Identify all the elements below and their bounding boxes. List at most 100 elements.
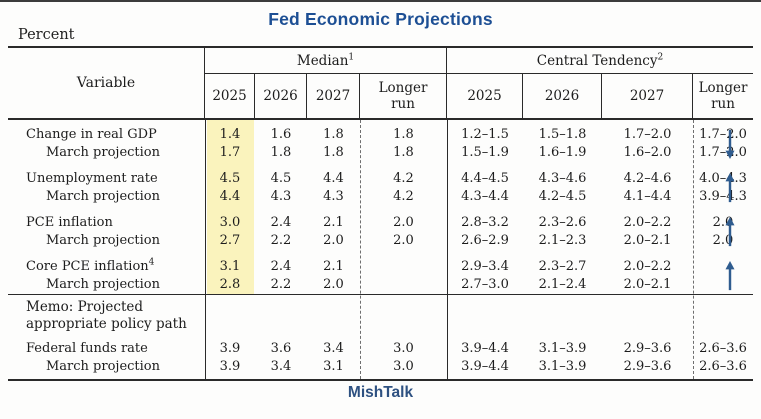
ct-value-cell: 1.6–1.9 — [538, 145, 587, 160]
row-footnote: 4 — [148, 257, 155, 268]
median-longer-run-cell: 4.2 — [393, 171, 414, 186]
median-value-cell: 4.5 — [219, 171, 241, 186]
median-value-cell: 2.8 — [219, 277, 241, 292]
ct-value-cell: 2.1–2.3 — [538, 233, 587, 248]
trend-up-icon — [723, 172, 737, 204]
table-row: Change in real GDP 1.4 1.6 1.8 1.8 1.2–1… — [8, 126, 753, 144]
median-value-cell: 3.0 — [219, 215, 241, 230]
ct-longer-run-cell: 1.7–2.0 — [699, 127, 747, 142]
ct-value-cell: 3.1–3.9 — [538, 341, 587, 356]
trend-up-icon — [723, 260, 737, 292]
median-group-header: Median1 — [205, 48, 447, 74]
median-value-cell: 1.4 — [219, 127, 241, 142]
footer-brand: MishTalk — [347, 384, 414, 401]
ct-longer-run-dashed-divider — [693, 120, 694, 379]
federal-funds-rate-group: Federal funds rate 3.9 3.6 3.4 3.0 3.9–4… — [8, 340, 753, 376]
top-edge-line — [0, 0, 761, 2]
ct-value-cell: 2.0–2.2 — [623, 259, 672, 274]
longer-run-label: Longer run — [378, 80, 428, 112]
ct-value-cell: 2.0–2.1 — [623, 233, 672, 248]
ct-value-cell: 3.9–4.4 — [461, 359, 509, 374]
ct-value-cell: 1.5–1.9 — [461, 145, 509, 160]
median-value-cell: 1.8 — [270, 145, 292, 160]
trend-down-icon — [723, 128, 737, 160]
median-longer-run-cell: 2.0 — [393, 215, 414, 230]
page-title: Fed Economic Projections — [268, 9, 493, 29]
ct-value-cell: 4.2–4.5 — [538, 189, 587, 204]
median-value-cell: 2.1 — [323, 215, 344, 230]
table-row: March projection 4.4 4.3 4.3 4.2 4.3–4.4… — [8, 188, 753, 206]
table-body: Change in real GDP 1.4 1.6 1.8 1.8 1.2–1… — [8, 120, 753, 381]
median-value-cell: 1.8 — [323, 145, 344, 160]
table-header: Variable Median1 Central Tendency2 2025 … — [8, 46, 753, 120]
median-value-cell: 3.1 — [219, 259, 241, 274]
row-label: March projection — [46, 359, 161, 374]
ct-value-cell: 2.9–3.6 — [623, 359, 672, 374]
median-value-cell: 4.5 — [270, 171, 292, 186]
variable-column-header: Variable — [8, 48, 205, 118]
median-longer-run-cell: 1.8 — [393, 127, 414, 142]
table-row: PCE inflation 3.0 2.4 2.1 2.0 2.8–3.2 2.… — [8, 214, 753, 232]
median-value-cell: 3.4 — [270, 359, 292, 374]
table-row: March projection 1.7 1.8 1.8 1.8 1.5–1.9… — [8, 144, 753, 162]
median-value-cell: 1.8 — [323, 127, 344, 142]
median-value-cell: 2.1 — [323, 259, 344, 274]
ct-value-cell: 4.3–4.4 — [461, 189, 509, 204]
year-header-median-2025: 2025 — [205, 74, 255, 118]
ct-value-cell: 2.1–2.4 — [538, 277, 587, 292]
year-header-ct-2025: 2025 — [447, 74, 523, 118]
ct-value-cell: 2.7–3.0 — [461, 277, 509, 292]
median-value-cell: 3.4 — [323, 341, 344, 356]
trend-up-icon — [723, 216, 737, 248]
section-divider — [447, 120, 448, 379]
table-row: March projection 2.7 2.2 2.0 2.0 2.6–2.9… — [8, 232, 753, 250]
row-label: Change in real GDP — [26, 127, 157, 142]
median-value-cell: 3.1 — [323, 359, 344, 374]
row-label: PCE inflation — [26, 215, 113, 230]
median-value-cell: 4.3 — [270, 189, 292, 204]
ct-longer-run-cell: 2.0 — [712, 215, 734, 230]
central-tendency-footnote: 2 — [657, 52, 664, 62]
ct-value-cell: 4.1–4.4 — [623, 189, 672, 204]
gdp-group: Change in real GDP 1.4 1.6 1.8 1.8 1.2–1… — [8, 126, 753, 162]
ct-longer-run-cell: 3.9–4.3 — [699, 189, 747, 204]
median-longer-run-dashed-divider — [360, 120, 361, 379]
memo-row: Memo: Projected appropriate policy path — [26, 299, 187, 332]
table-row: March projection 2.8 2.2 2.0 2.7–3.0 2.1… — [8, 276, 753, 294]
ct-value-cell: 2.9–3.6 — [623, 341, 672, 356]
median-value-cell: 3.6 — [270, 341, 292, 356]
longer-run-label: Longer run — [698, 80, 748, 112]
ct-value-cell: 3.1–3.9 — [538, 359, 587, 374]
ct-value-cell: 4.2–4.6 — [623, 171, 672, 186]
median-value-cell: 2.4 — [270, 259, 292, 274]
core-pce-inflation-group: Core PCE inflation4 3.1 2.4 2.1 2.9–3.4 … — [8, 258, 753, 294]
ct-longer-run-cell: 1.7–2.0 — [699, 145, 747, 160]
table-row: Federal funds rate 3.9 3.6 3.4 3.0 3.9–4… — [8, 340, 753, 358]
central-tendency-label: Central Tendency — [536, 52, 658, 69]
median-value-cell: 2.2 — [270, 233, 292, 248]
ct-value-cell: 2.3–2.6 — [538, 215, 587, 230]
ct-value-cell: 1.6–2.0 — [623, 145, 672, 160]
median-longer-run-cell: 1.8 — [393, 145, 414, 160]
median-value-cell: 1.7 — [219, 145, 241, 160]
median-longer-run-cell: 3.0 — [393, 359, 414, 374]
median-value-cell: 2.4 — [270, 215, 292, 230]
highlight-2025-median-column — [207, 120, 254, 294]
projections-table: Variable Median1 Central Tendency2 2025 … — [8, 46, 753, 381]
longer-run-header-ct: Longer run — [693, 74, 753, 118]
median-value-cell: 4.3 — [323, 189, 344, 204]
table-row: March projection 3.9 3.4 3.1 3.0 3.9–4.4… — [8, 358, 753, 376]
variable-column-divider — [205, 120, 206, 379]
median-value-cell: 4.4 — [323, 171, 344, 186]
median-value-cell: 3.9 — [219, 341, 241, 356]
year-header-median-2027: 2027 — [307, 74, 360, 118]
ct-longer-run-cell: 2.0 — [712, 233, 734, 248]
ct-value-cell: 2.9–3.4 — [461, 259, 509, 274]
ct-value-cell: 2.0–2.1 — [623, 277, 672, 292]
year-header-ct-2026: 2026 — [523, 74, 602, 118]
median-longer-run-cell: 2.0 — [393, 233, 414, 248]
row-label: March projection — [46, 233, 161, 248]
median-value-cell: 2.2 — [270, 277, 292, 292]
unemployment-group: Unemployment rate 4.5 4.5 4.4 4.2 4.4–4.… — [8, 170, 753, 206]
